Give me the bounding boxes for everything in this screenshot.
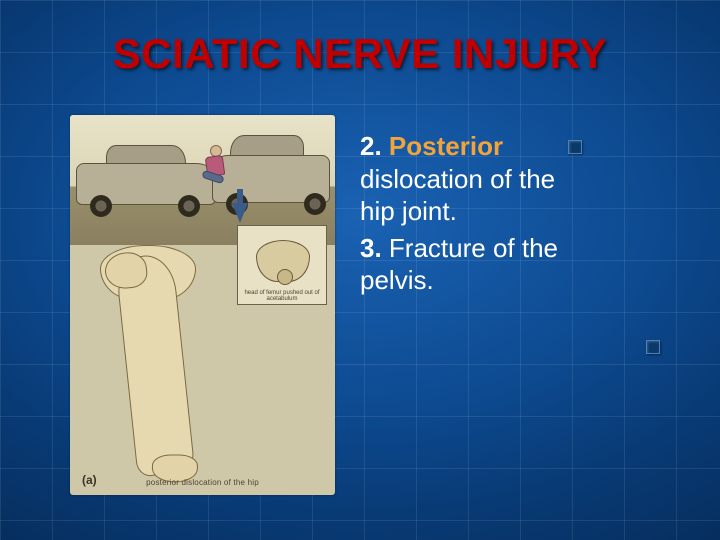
medical-illustration: head of femur pushed out of acetabulum (…	[70, 115, 335, 495]
pelvis-inset: head of femur pushed out of acetabulum	[237, 225, 327, 305]
person-figure	[198, 145, 234, 195]
bullet-highlight: Posterior	[389, 131, 503, 161]
bullet-square-icon	[568, 140, 582, 154]
bullet-text: hip joint.	[360, 196, 457, 226]
inset-caption: head of femur pushed out of acetabulum	[238, 290, 326, 302]
bullet-square-icon	[646, 340, 660, 354]
bullet-item: 3. Fracture of the pelvis.	[360, 232, 690, 297]
image-caption: posterior dislocation of the hip	[70, 478, 335, 487]
bullet-item: 2. Posterior dislocation of the hip join…	[360, 130, 690, 228]
hip-leg-anatomy: (a)	[70, 245, 240, 495]
bullet-text: dislocation of the	[360, 164, 555, 194]
bullet-text: pelvis.	[360, 265, 434, 295]
bullet-number: 3.	[360, 233, 382, 263]
bullet-text-column: 2. Posterior dislocation of the hip join…	[360, 130, 690, 301]
bullet-number: 2.	[360, 131, 382, 161]
arrow-down-icon	[232, 203, 248, 223]
bullet-text: Fracture of the	[389, 233, 558, 263]
slide-title: SCIATIC NERVE INJURY	[0, 30, 720, 78]
